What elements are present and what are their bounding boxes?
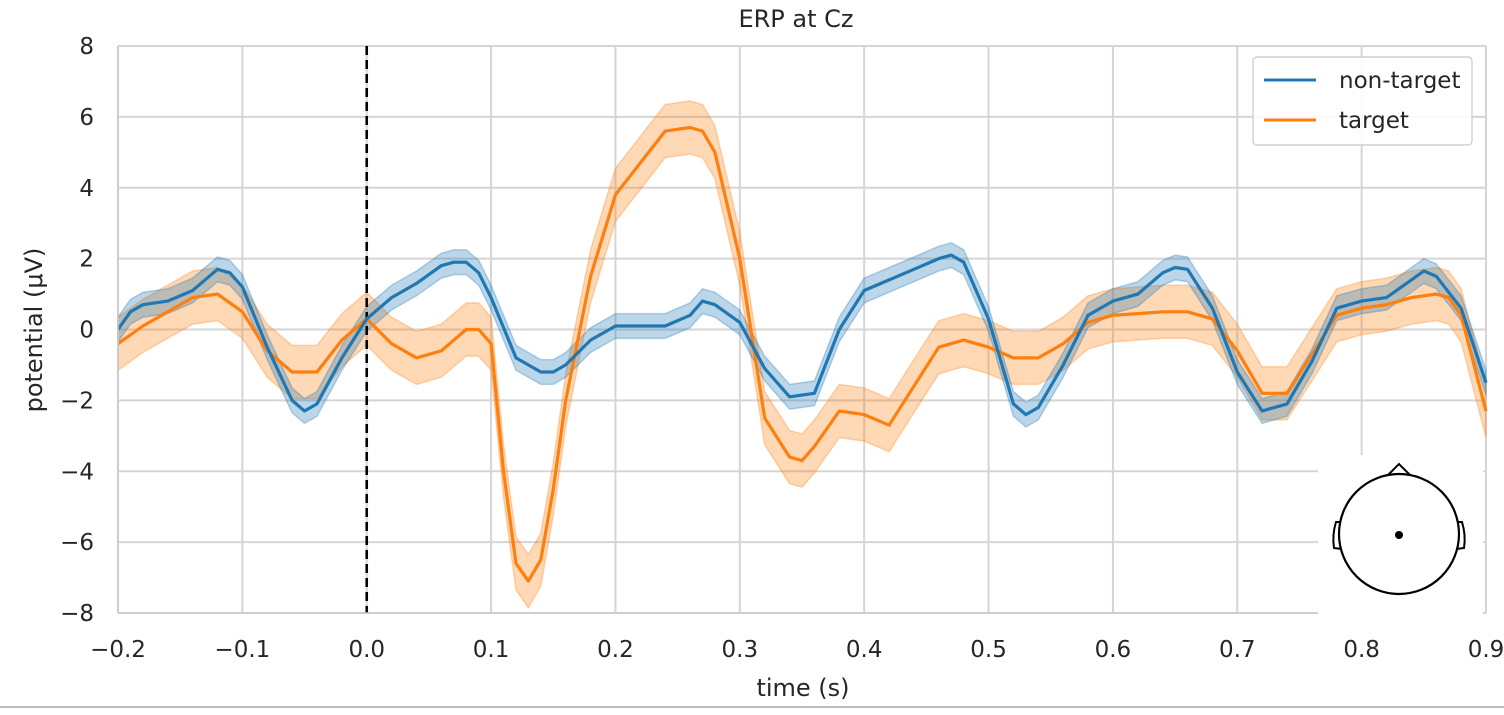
x-tick-label: 0.4 — [846, 637, 883, 663]
legend-label-non-target: non-target — [1339, 68, 1460, 94]
y-tick-label: 6 — [79, 105, 94, 131]
series-line-non-target — [116, 253, 1488, 417]
y-tick-label: −2 — [60, 388, 94, 414]
sensor-head-inset — [1318, 455, 1483, 615]
x-tick-label: 0.1 — [473, 637, 510, 663]
x-tick-label: 0.0 — [348, 637, 385, 663]
x-tick-label: −0.2 — [90, 637, 146, 663]
x-tick-label: 0.8 — [1343, 637, 1380, 663]
legend: non-target target — [1252, 56, 1473, 146]
y-tick-label: 4 — [79, 176, 94, 202]
y-tick-label: −8 — [60, 601, 94, 627]
nose-outline — [1387, 462, 1411, 476]
legend-label-target: target — [1339, 108, 1409, 134]
x-tick-label: 0.2 — [597, 637, 634, 663]
x-tick-labels: −0.2 −0.1 0.0 0.1 0.2 0.3 0.4 0.5 0.6 0.7 0.8 0.9 — [90, 637, 1504, 663]
y-tick-label: −6 — [60, 530, 94, 556]
y-axis-label: potential (μV) — [20, 248, 48, 413]
chart-title: ERP at Cz — [738, 5, 853, 33]
x-tick-label: 0.6 — [1095, 637, 1132, 663]
y-tick-label: −4 — [60, 459, 94, 485]
x-tick-label: 0.9 — [1468, 637, 1504, 663]
cz-sensor-dot — [1395, 531, 1403, 539]
right-ear-outline — [1455, 521, 1466, 550]
x-tick-label: 0.5 — [970, 637, 1007, 663]
x-tick-label: 0.3 — [722, 637, 759, 663]
x-tick-label: 0.7 — [1219, 637, 1256, 663]
y-tick-label: 8 — [79, 34, 94, 60]
ci-bands — [117, 100, 1487, 610]
ci-band-target — [117, 100, 1487, 610]
y-tick-label: 0 — [79, 318, 94, 344]
ci-band-non-target — [117, 241, 1487, 428]
series-line-target — [117, 125, 1488, 583]
left-ear-outline — [1332, 521, 1343, 550]
x-tick-label: −0.1 — [214, 637, 270, 663]
series-lines — [116, 125, 1488, 583]
y-tick-labels: −8 −6 −4 −2 0 2 4 6 8 — [60, 34, 94, 627]
x-axis-label: time (s) — [756, 674, 849, 702]
y-tick-label: 2 — [79, 247, 94, 273]
head-outline — [1337, 472, 1461, 596]
